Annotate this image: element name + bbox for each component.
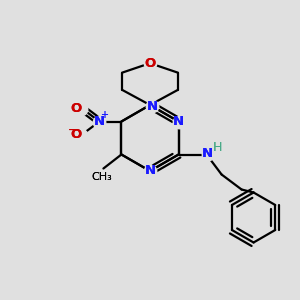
Text: N: N xyxy=(94,115,105,128)
Text: N: N xyxy=(202,147,213,160)
Text: N: N xyxy=(146,100,158,112)
Text: O: O xyxy=(70,102,81,115)
Text: O: O xyxy=(144,57,156,70)
Text: O: O xyxy=(70,128,81,141)
Text: N: N xyxy=(173,115,184,128)
Text: O: O xyxy=(144,57,156,70)
Text: N: N xyxy=(144,164,156,178)
Text: H: H xyxy=(213,141,222,154)
Text: N: N xyxy=(94,115,105,128)
Text: −: − xyxy=(68,124,79,137)
Text: N: N xyxy=(144,164,156,178)
Text: +: + xyxy=(100,110,108,119)
Text: +: + xyxy=(100,110,108,119)
Text: O: O xyxy=(70,102,81,115)
Text: −: − xyxy=(68,124,79,137)
Text: N: N xyxy=(173,115,184,128)
Text: CH₃: CH₃ xyxy=(91,172,112,182)
Text: H: H xyxy=(213,141,222,154)
Text: N: N xyxy=(146,100,158,112)
Text: O: O xyxy=(70,128,81,141)
Text: N: N xyxy=(202,147,213,160)
Text: CH₃: CH₃ xyxy=(91,172,112,182)
